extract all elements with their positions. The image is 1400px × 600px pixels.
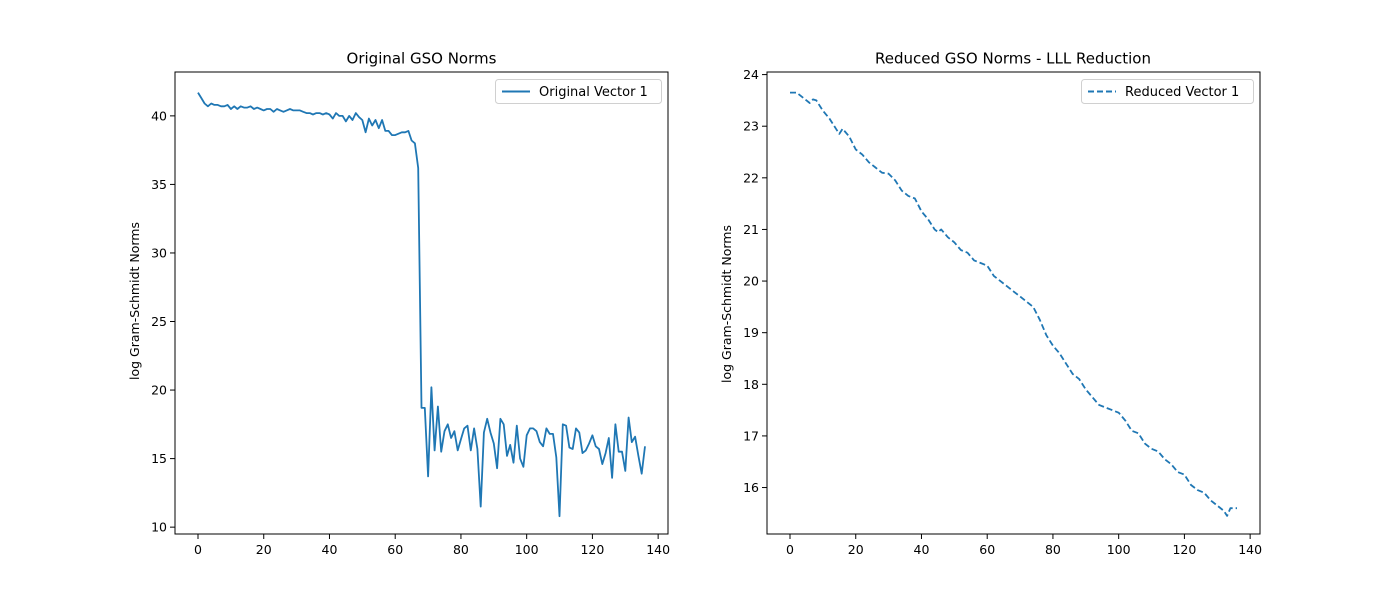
reduced-x-tick-label: 40 <box>914 542 930 557</box>
reduced-x-tick-label: 120 <box>1172 542 1196 557</box>
original-x-tick-label: 120 <box>580 542 604 557</box>
original-y-tick-label: 40 <box>151 108 167 123</box>
original-y-tick-label: 15 <box>151 451 167 466</box>
reduced-y-tick-label: 19 <box>743 325 759 340</box>
reduced-x-tick-label: 140 <box>1238 542 1262 557</box>
reduced-y-tick-label: 24 <box>743 67 759 82</box>
reduced-x-tick-label: 0 <box>786 542 794 557</box>
reduced-y-tick-label: 17 <box>743 428 759 443</box>
original-legend: Original Vector 1 <box>495 79 662 104</box>
original-x-tick-label: 20 <box>256 542 272 557</box>
reduced-x-tick-label: 100 <box>1107 542 1131 557</box>
original-legend-label: Original Vector 1 <box>539 85 648 100</box>
original-x-tick-label: 80 <box>453 542 469 557</box>
reduced-y-tick-label: 23 <box>743 119 759 134</box>
original-y-tick-label: 30 <box>151 245 167 260</box>
reduced-y-tick-label: 20 <box>743 274 759 289</box>
reduced-gso-chart: Reduced GSO Norms - LLL Reduction log Gr… <box>719 50 1262 558</box>
original-x-tick-label: 60 <box>387 542 403 557</box>
original-x-tick-label: 100 <box>515 542 539 557</box>
original-axes-frame <box>174 71 669 535</box>
reduced-x-tick-label: 80 <box>1045 542 1061 557</box>
original-gso-chart: Original GSO Norms log Gram-Schmidt Norm… <box>127 50 670 558</box>
original-x-tick-label: 140 <box>646 542 670 557</box>
original-y-tick-label: 35 <box>151 177 167 192</box>
original-y-tick-label: 20 <box>151 383 167 398</box>
reduced-plot-area <box>790 91 1237 517</box>
reduced-y-axis-label: log Gram-Schmidt Norms <box>719 225 734 383</box>
reduced-axis-ticks: 0 20 40 60 80 100 120 140 16 17 18 19 20 21 22 23 24 <box>743 67 1262 557</box>
reduced-axes-frame <box>766 71 1261 535</box>
original-x-tick-label: 0 <box>194 542 202 557</box>
original-y-tick-label: 10 <box>151 520 167 535</box>
reduced-legend-box <box>1081 79 1254 104</box>
reduced-y-tick-label: 16 <box>743 480 759 495</box>
reduced-x-tick-label: 20 <box>848 542 864 557</box>
original-series-line <box>197 92 646 518</box>
original-plot-area <box>197 92 646 518</box>
reduced-legend-label: Reduced Vector 1 <box>1125 85 1239 100</box>
original-axis-ticks: 0 20 40 60 80 100 120 140 10 15 20 25 30 35 40 <box>151 108 670 557</box>
reduced-chart-title: Reduced GSO Norms - LLL Reduction <box>875 50 1151 68</box>
reduced-legend: Reduced Vector 1 <box>1081 79 1254 104</box>
reduced-y-tick-label: 22 <box>743 170 759 185</box>
original-x-tick-label: 40 <box>322 542 338 557</box>
original-legend-box <box>495 79 662 104</box>
original-chart-title: Original GSO Norms <box>347 50 497 68</box>
reduced-x-tick-label: 60 <box>979 542 995 557</box>
original-y-tick-label: 25 <box>151 314 167 329</box>
reduced-series-line <box>790 91 1237 517</box>
reduced-y-tick-label: 18 <box>743 377 759 392</box>
original-y-axis-label: log Gram-Schmidt Norms <box>127 222 142 380</box>
reduced-y-tick-label: 21 <box>743 222 759 237</box>
